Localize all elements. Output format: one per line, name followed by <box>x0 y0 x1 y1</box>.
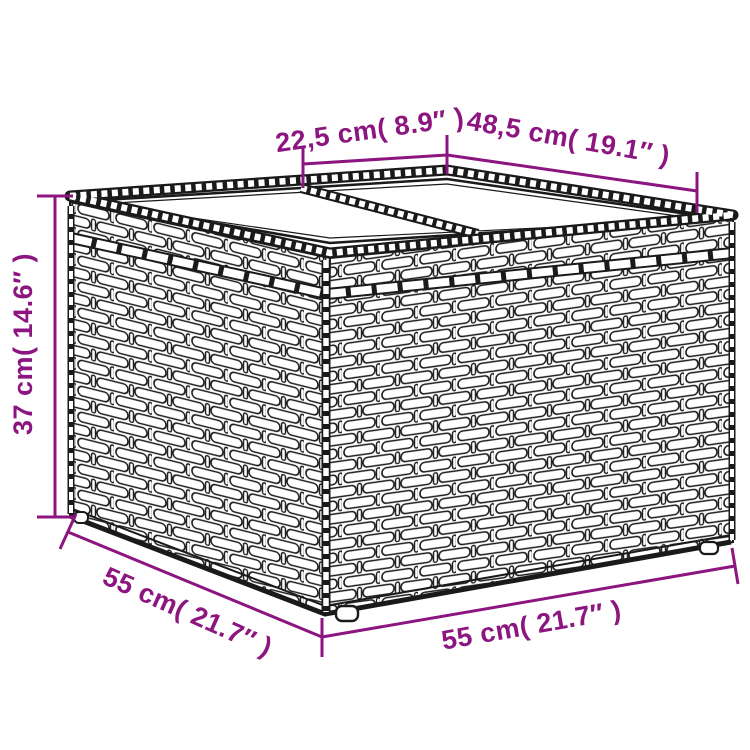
table-foot-left <box>73 511 89 524</box>
dim-label-height: 37 cm( 14.6″ ) <box>8 253 38 435</box>
table-bottom-rail <box>69 507 732 617</box>
dim-tick <box>301 135 699 213</box>
dim-line-width <box>321 564 736 639</box>
dimension-top-panels <box>301 135 699 213</box>
dim-tick <box>320 547 740 657</box>
dim-tick <box>58 513 78 550</box>
dimension-height <box>37 194 73 519</box>
dimension-depth <box>58 513 323 639</box>
dimension-annotations <box>37 135 740 657</box>
dim-label-width: 55 cm( 21.7″ ) <box>439 595 623 656</box>
table-foot-right <box>698 540 720 556</box>
dim-line-panel-length <box>446 153 698 193</box>
dim-tick <box>37 194 73 519</box>
rattan-table-illustration <box>64 164 739 623</box>
table-foot-front <box>334 604 360 623</box>
glass-seam-strip <box>299 183 480 239</box>
table-corner-wraps <box>67 206 736 612</box>
dim-line-panel-width <box>302 153 448 166</box>
dim-line-depth <box>67 530 323 639</box>
dimension-width <box>320 547 740 657</box>
dim-label-panel-width: 22,5 cm( 8.9″ ) <box>274 102 466 158</box>
